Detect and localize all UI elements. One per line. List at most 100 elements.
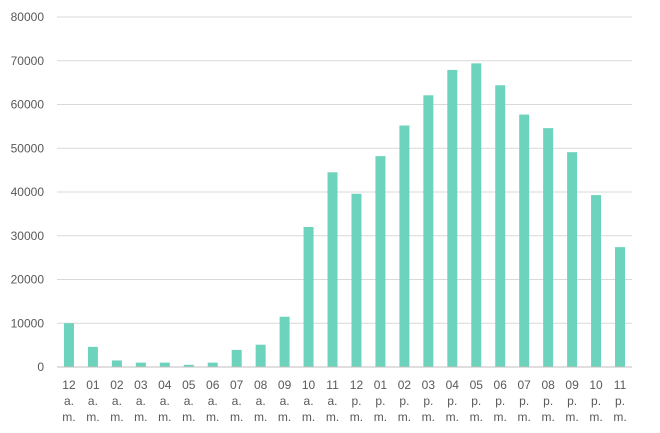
x-tick-label: a. [280, 394, 290, 408]
x-tick-label: m. [86, 410, 99, 424]
y-tick-label: 50000 [11, 141, 45, 155]
y-tick-label: 40000 [11, 185, 45, 199]
x-tick-label: 03 [422, 378, 436, 392]
y-tick-label: 0 [37, 360, 44, 374]
x-tick-label: 11 [326, 378, 339, 392]
x-tick-label: p. [399, 394, 409, 408]
x-tick-label: m. [350, 410, 363, 424]
x-tick-label: 06 [206, 378, 220, 392]
x-tick-label: 02 [110, 378, 124, 392]
y-tick-label: 60000 [11, 98, 45, 112]
x-tick-label: p. [471, 394, 481, 408]
x-tick-label: 08 [541, 378, 555, 392]
x-tick-label: a. [256, 394, 266, 408]
x-tick-label: m. [374, 410, 387, 424]
x-tick-label: p. [447, 394, 457, 408]
x-tick-label: a. [328, 394, 338, 408]
y-tick-label: 30000 [11, 229, 45, 243]
x-tick-label: p. [615, 394, 625, 408]
bar [303, 227, 314, 367]
bar [447, 69, 458, 367]
x-tick-label: m. [182, 410, 195, 424]
bar [327, 172, 338, 367]
x-tick-label: a. [160, 394, 170, 408]
x-tick-label: m. [422, 410, 435, 424]
y-tick-label: 70000 [11, 54, 45, 68]
bars [63, 63, 626, 368]
y-tick-label: 10000 [11, 316, 45, 330]
bar [615, 247, 626, 368]
x-tick-label: a. [112, 394, 122, 408]
x-tick-label: m. [278, 410, 291, 424]
x-tick-label: m. [302, 410, 315, 424]
x-tick-label: 10 [589, 378, 603, 392]
x-tick-label: m. [494, 410, 507, 424]
bar [159, 362, 170, 368]
x-tick-label: m. [398, 410, 411, 424]
x-tick-label: m. [470, 410, 483, 424]
x-tick-label: m. [613, 410, 626, 424]
x-tick-label: p. [519, 394, 529, 408]
x-tick-label: m. [518, 410, 531, 424]
x-tick-label: a. [304, 394, 314, 408]
x-tick-label: m. [110, 410, 123, 424]
bar [567, 152, 578, 367]
x-tick-label: 05 [470, 378, 484, 392]
x-tick-label: m. [326, 410, 339, 424]
x-tick-label: p. [375, 394, 385, 408]
bar [255, 344, 266, 367]
x-tick-label: 08 [254, 378, 268, 392]
y-axis-tick-labels: 0 10000 20000 30000 40000 50000 60000 70000 8000… [11, 10, 45, 374]
bar [423, 95, 434, 367]
x-tick-label: 04 [446, 378, 460, 392]
x-tick-label: m. [206, 410, 219, 424]
bar [111, 360, 122, 367]
x-tick-label: 04 [158, 378, 172, 392]
bar [375, 156, 386, 368]
bar [87, 346, 98, 368]
bar [63, 323, 74, 367]
bar [183, 364, 194, 367]
x-tick-label: 02 [398, 378, 412, 392]
bar [231, 349, 242, 367]
x-tick-label: 10 [302, 378, 316, 392]
x-tick-label: 12 [350, 378, 364, 392]
y-tick-label: 20000 [11, 273, 45, 287]
x-tick-label: p. [567, 394, 577, 408]
x-tick-label: 11 [614, 378, 627, 392]
x-tick-label: a. [88, 394, 98, 408]
x-tick-label: m. [62, 410, 75, 424]
x-tick-label: 07 [230, 378, 244, 392]
x-tick-label: m. [446, 410, 459, 424]
x-tick-label: a. [136, 394, 146, 408]
x-tick-label: a. [184, 394, 194, 408]
x-tick-label: m. [589, 410, 602, 424]
bar [471, 63, 482, 368]
x-tick-label: p. [495, 394, 505, 408]
x-tick-label: p. [591, 394, 601, 408]
x-tick-label: 03 [134, 378, 148, 392]
bar [279, 316, 290, 367]
x-tick-label: m. [541, 410, 554, 424]
bar [351, 193, 362, 367]
x-tick-label: 01 [86, 378, 100, 392]
x-tick-label: 01 [374, 378, 388, 392]
x-tick-label: m. [254, 410, 267, 424]
x-tick-label: 07 [518, 378, 532, 392]
x-tick-label: p. [423, 394, 433, 408]
x-tick-label: a. [64, 394, 74, 408]
gridlines [57, 16, 632, 324]
x-tick-label: m. [230, 410, 243, 424]
x-tick-label: a. [232, 394, 242, 408]
x-tick-label: 06 [494, 378, 508, 392]
x-tick-label: m. [134, 410, 147, 424]
x-axis-tick-labels: 12 a. m. 01 a. m. 02 a. m. 03 a. m. 04 a. m. 05 a. m. 06 a.… [62, 378, 626, 424]
x-tick-label: 09 [278, 378, 292, 392]
x-tick-label: p. [543, 394, 553, 408]
x-tick-label: a. [208, 394, 218, 408]
y-tick-label: 80000 [11, 10, 45, 24]
bar [135, 362, 146, 368]
x-tick-label: 12 [62, 378, 76, 392]
x-tick-label: m. [158, 410, 171, 424]
